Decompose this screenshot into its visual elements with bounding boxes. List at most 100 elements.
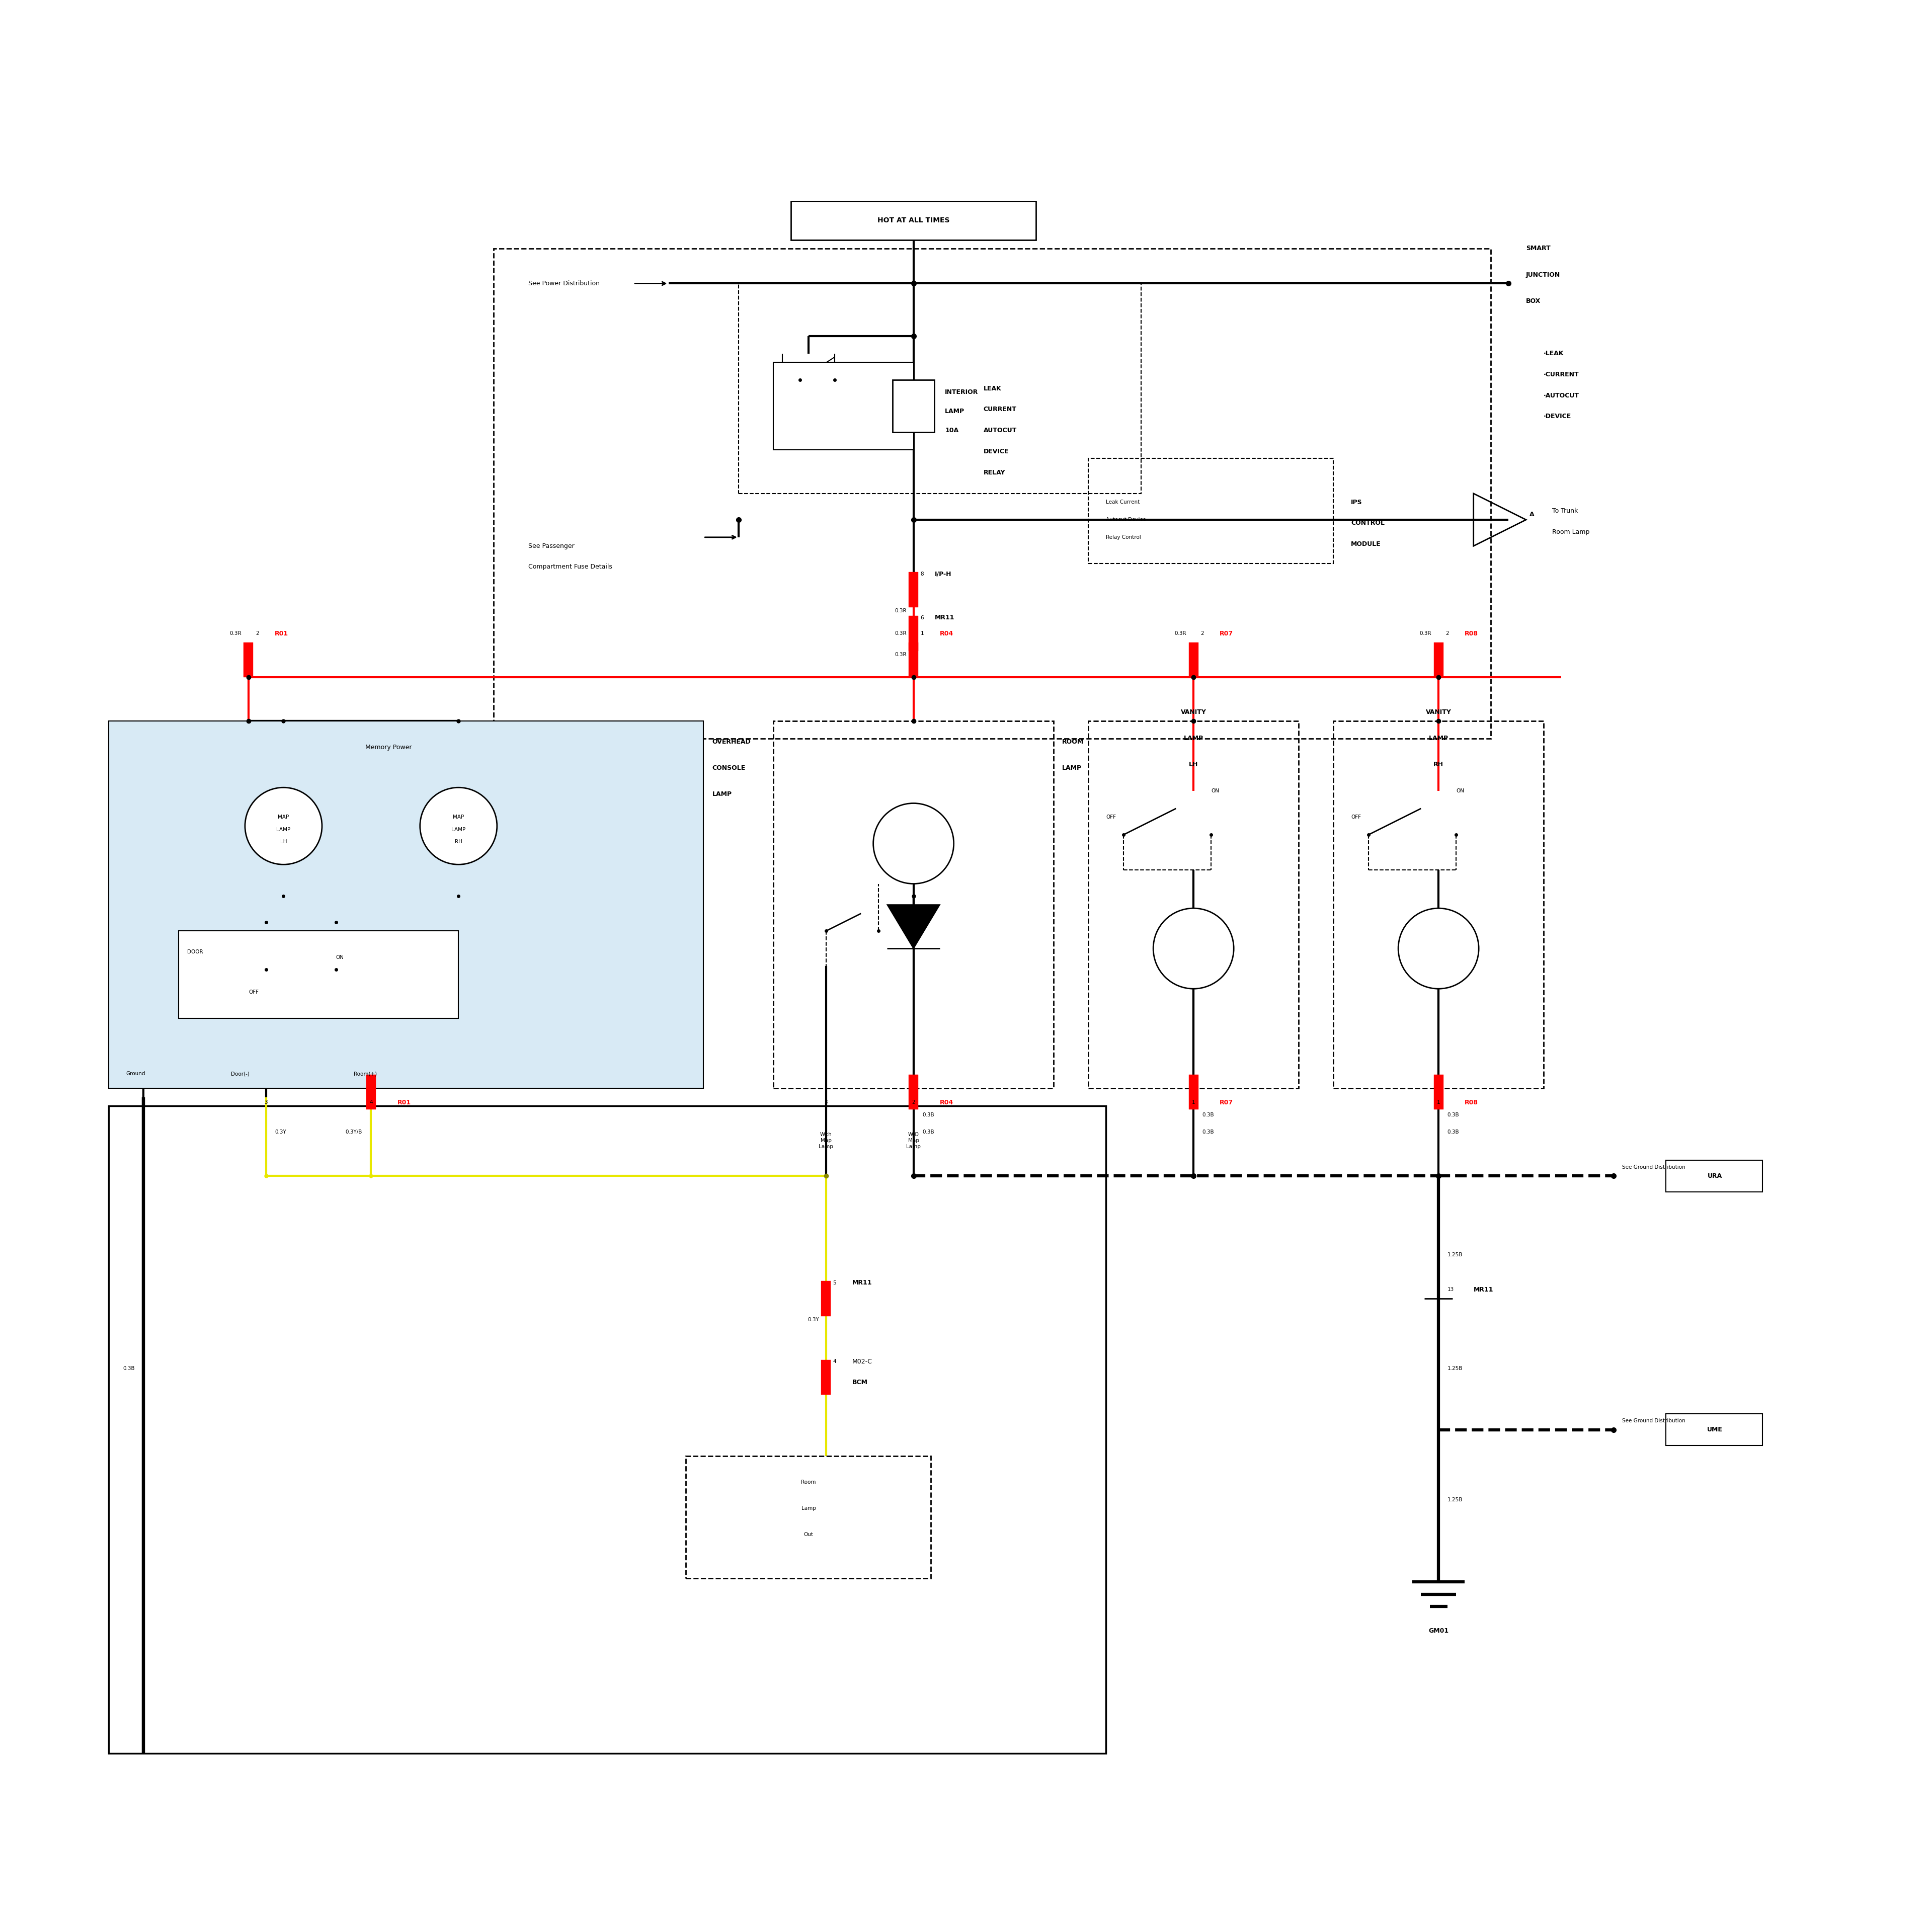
Text: LH: LH [280,838,286,844]
Text: R04: R04 [939,630,952,638]
Text: 0.3R: 0.3R [895,651,906,657]
Text: R08: R08 [1464,630,1478,638]
Text: 1: 1 [141,1099,145,1105]
Text: RH: RH [454,838,462,844]
Text: 0.3B: 0.3B [124,1366,135,1372]
Text: Autocut Device: Autocut Device [1105,518,1146,522]
Text: 4: 4 [833,1358,837,1364]
Bar [821,1281,831,1316]
Text: R01: R01 [398,1099,412,1105]
Text: A: A [1530,512,1534,518]
Text: 0.3B: 0.3B [1202,1113,1213,1117]
Text: OFF: OFF [249,989,259,995]
Text: 0.3R: 0.3R [895,632,906,636]
Text: RH: RH [1434,761,1443,769]
Text: See Ground Distribution: See Ground Distribution [1623,1165,1685,1169]
Text: RELAY: RELAY [983,469,1005,475]
Text: MR11: MR11 [852,1279,871,1287]
Text: MR11: MR11 [1474,1287,1493,1293]
Text: 1: 1 [920,632,923,636]
Text: 1.25B: 1.25B [1447,1252,1463,1258]
Text: LAMP: LAMP [452,827,466,833]
Text: ROOM: ROOM [1063,738,1084,746]
Text: AUTOCUT: AUTOCUT [983,427,1016,435]
Text: 1: 1 [1437,1099,1439,1105]
Text: 0.3B: 0.3B [1447,1113,1459,1117]
Text: Compartment Fuse Details: Compartment Fuse Details [529,564,612,570]
Text: 0.3Y: 0.3Y [274,1130,286,1134]
Text: 2: 2 [912,1099,916,1105]
Text: 10A: 10A [945,427,958,435]
Text: DEVICE: DEVICE [983,448,1009,454]
Text: 1.25B: 1.25B [1447,1366,1463,1372]
Circle shape [873,804,954,883]
Text: Room Lamp: Room Lamp [1551,529,1590,535]
Text: R01: R01 [274,630,288,638]
Text: W/O
Map
Lamp: W/O Map Lamp [906,1132,922,1150]
Text: HOT AT ALL TIMES: HOT AT ALL TIMES [877,216,951,224]
Bar [1088,458,1333,564]
Circle shape [419,788,497,864]
Text: 3: 3 [825,1099,827,1105]
Text: 0.3R: 0.3R [1420,632,1432,636]
Text: VANITY: VANITY [1180,709,1206,715]
Bar [908,616,918,651]
Text: MAP: MAP [452,815,464,819]
Text: Ground: Ground [126,1070,145,1076]
Circle shape [1153,908,1235,989]
Text: ·AUTOCUT: ·AUTOCUT [1544,392,1578,398]
Text: Relay Control: Relay Control [1105,535,1142,539]
Bar [790,201,1036,240]
Text: R07: R07 [1219,1099,1233,1105]
Circle shape [1399,908,1478,989]
Text: ·DEVICE: ·DEVICE [1544,413,1571,419]
Bar [821,1360,831,1395]
Bar [1333,721,1544,1088]
Text: SMART: SMART [1526,245,1551,251]
Bar [893,381,935,433]
Text: 2: 2 [255,632,259,636]
Text: 13: 13 [1447,1287,1455,1293]
Text: R04: R04 [939,1099,952,1105]
Text: LAMP: LAMP [1063,765,1082,771]
Text: R08: R08 [1464,1099,1478,1105]
Text: 3: 3 [265,1099,269,1105]
Text: 1.25B: 1.25B [1447,1497,1463,1503]
Bar [908,572,918,607]
Text: 0.3B: 0.3B [922,1130,935,1134]
Text: 2: 2 [1445,632,1449,636]
Bar [686,1457,931,1578]
Text: OVERHEAD: OVERHEAD [713,738,752,746]
Text: 6: 6 [920,614,923,620]
Text: LAMP: LAMP [945,408,964,415]
Text: CONTROL: CONTROL [1350,520,1385,527]
Text: GM01: GM01 [1428,1629,1449,1634]
Bar [1088,721,1298,1088]
Text: Lamp: Lamp [802,1505,815,1511]
Text: URA: URA [1708,1173,1721,1179]
Text: 0.3B: 0.3B [1202,1130,1213,1134]
Text: Room(+): Room(+) [354,1070,377,1076]
Text: ON: ON [1457,788,1464,794]
Text: 5: 5 [833,1281,837,1285]
Text: ON: ON [1211,788,1219,794]
Text: OFF: OFF [1105,815,1117,819]
Text: 0.3R: 0.3R [230,632,242,636]
Text: 0.3B: 0.3B [922,1113,935,1117]
Bar [1434,641,1443,678]
Text: INTERIOR: INTERIOR [945,388,978,396]
Bar [908,641,918,678]
Text: LAMP: LAMP [276,827,290,833]
Text: 0.3Y/B: 0.3Y/B [346,1130,361,1134]
Text: LAMP: LAMP [713,790,732,798]
Text: 0.3Y: 0.3Y [808,1318,819,1321]
Text: 1: 1 [1192,1099,1196,1105]
Circle shape [245,788,323,864]
Bar [493,249,1492,738]
Bar [178,931,458,1018]
Text: VANITY: VANITY [1426,709,1451,715]
Bar [1434,1074,1443,1109]
Text: M02-C: M02-C [852,1358,873,1364]
Text: Room: Room [802,1480,815,1486]
Bar [108,721,703,1088]
